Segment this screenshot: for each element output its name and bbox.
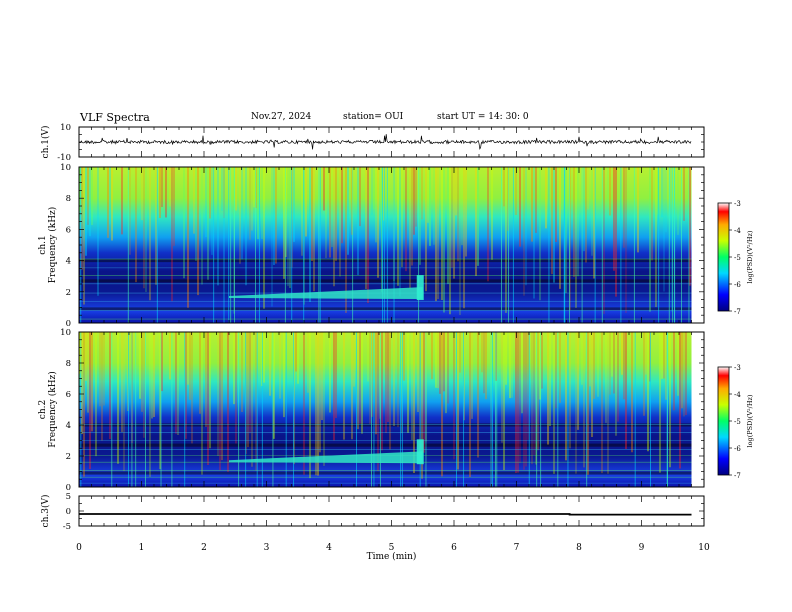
station-label: station= OUI [343, 112, 404, 122]
y-axis-label: Frequency (kHz) [47, 207, 58, 284]
y-axis-label: ch.3(V) [40, 495, 51, 528]
x-tick-label: 0 [76, 543, 82, 553]
y-tick-label: 4 [66, 257, 71, 267]
colorbar-tick-label: -6 [734, 281, 741, 289]
ch3-waveform-panel: 5 0 -5 0 1 2 3 4 5 6 7 8 9 10 Time (min) [63, 492, 710, 562]
y-tick-label: 10 [60, 163, 71, 173]
colorbar-label: log(PSD)(V²/Hz) [746, 394, 754, 447]
colorbar-tick-label: -5 [734, 254, 741, 262]
x-tick-label: 1 [139, 543, 145, 553]
colorbar-tick-label: -7 [734, 472, 741, 480]
y-tick-label: 8 [66, 194, 71, 204]
x-tick-label: 4 [326, 543, 332, 553]
colorbar-tick-label: -4 [734, 391, 741, 399]
y-tick-label: 2 [66, 288, 71, 298]
ch2-spectrogram-panel: 0 2 4 6 8 10 [60, 328, 705, 493]
quiet-band [79, 259, 692, 263]
ch1-waveform-line [78, 134, 692, 150]
y-tick-label: 8 [66, 359, 71, 369]
quiet-band [79, 307, 692, 311]
y-tick-label: 6 [66, 390, 71, 400]
y-axis-label: ch.1 [38, 235, 48, 254]
x-tick-label: 5 [389, 543, 395, 553]
y-axis-label: Frequency (kHz) [47, 371, 58, 448]
y-tick-label: 6 [66, 225, 71, 235]
y-tick-label: -10 [57, 153, 71, 163]
no-data-region [691, 167, 704, 323]
x-tick-label: 9 [639, 543, 645, 553]
y-tick-label: 10 [60, 328, 71, 338]
colorbar-tick-label: -3 [734, 200, 741, 208]
ch2-colorbar: -3 -4 -5 -6 -7 log(PSD)(V²/Hz) [717, 364, 754, 480]
x-tick-label: 8 [576, 543, 582, 553]
x-tick-label: 10 [698, 543, 710, 553]
quiet-band [79, 279, 692, 283]
emission-burst [416, 275, 424, 301]
y-axis-label: ch.1(V) [40, 126, 51, 159]
quiet-band [79, 423, 692, 427]
y-tick-label: 0 [66, 483, 71, 493]
chart-title: VLF Spectra [80, 111, 150, 124]
ch1-waveform-panel: 10 -10 [57, 123, 705, 163]
colorbar-label: log(PSD)(V²/Hz) [746, 230, 754, 283]
y-tick-label: 5 [66, 492, 71, 502]
x-tick-label: 7 [514, 543, 520, 553]
x-tick-label: 3 [264, 543, 270, 553]
quiet-band [79, 443, 692, 447]
y-tick-label: -5 [63, 522, 71, 532]
observation-date: Nov.27, 2024 [251, 112, 312, 122]
no-data-region [691, 332, 704, 487]
colorbar-tick-label: -6 [734, 445, 741, 453]
x-tick-label: 6 [451, 543, 457, 553]
y-tick-label: 0 [66, 507, 71, 517]
quiet-band [79, 471, 692, 475]
y-tick-label: 0 [66, 319, 71, 329]
colorbar-tick-label: -7 [734, 308, 741, 316]
ch1-colorbar: -3 -4 -5 -6 -7 log(PSD)(V²/Hz) [717, 200, 754, 316]
colorbar-tick-label: -4 [734, 227, 741, 235]
colorbar-tick-label: -3 [734, 364, 741, 372]
start-ut-label: start UT = 14: 30: 0 [437, 112, 529, 122]
y-tick-label: 10 [60, 123, 71, 133]
colorbar-tick-label: -5 [734, 418, 741, 426]
emission-burst [416, 439, 424, 465]
ch1-spectrogram-panel: 0 2 4 6 8 10 [60, 163, 705, 329]
x-tick-label: 2 [201, 543, 207, 553]
emission-band [229, 451, 423, 464]
emission-band [229, 287, 423, 300]
y-axis-label: ch.2 [38, 400, 48, 419]
y-tick-label: 2 [66, 452, 71, 462]
y-tick-label: 4 [66, 421, 71, 431]
x-axis-label: Time (min) [367, 551, 417, 562]
ch3-waveform-line [79, 513, 692, 516]
